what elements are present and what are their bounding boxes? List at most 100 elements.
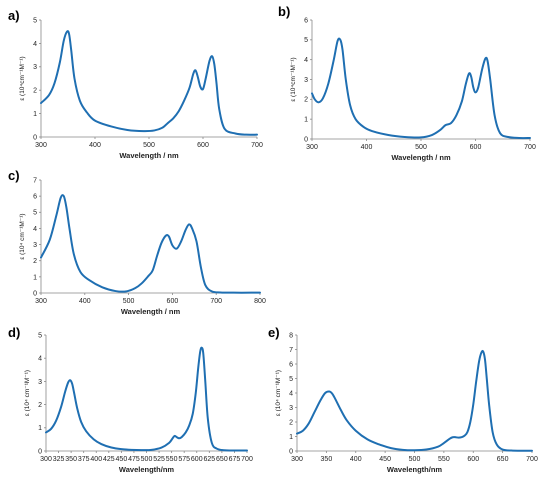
x-tick-label: 600 bbox=[191, 456, 203, 463]
y-tick-label: 4 bbox=[304, 57, 308, 64]
x-axis-title: Wavelength / nm bbox=[119, 151, 179, 160]
y-tick-label: 2 bbox=[33, 88, 37, 95]
y-tick-label: 6 bbox=[33, 194, 37, 201]
x-tick-label: 500 bbox=[141, 456, 153, 463]
panel-label: a) bbox=[8, 8, 20, 23]
x-tick-label: 450 bbox=[116, 456, 128, 463]
y-axis-title: ε (10⁴cm⁻¹M⁻¹) bbox=[19, 56, 26, 100]
absorption-spectrum-line bbox=[296, 349, 533, 452]
panel-label: d) bbox=[8, 325, 20, 340]
x-tick-label: 625 bbox=[203, 456, 215, 463]
x-tick-label: 550 bbox=[438, 456, 450, 463]
y-tick-label: 1 bbox=[33, 111, 37, 118]
y-tick-label: 4 bbox=[33, 226, 37, 233]
y-tick-label: 3 bbox=[304, 77, 308, 84]
x-tick-label: 600 bbox=[167, 298, 179, 305]
x-tick-label: 500 bbox=[143, 142, 155, 149]
x-tick-label: 300 bbox=[35, 298, 47, 305]
x-tick-label: 450 bbox=[379, 456, 391, 463]
x-tick-label: 600 bbox=[470, 144, 482, 151]
y-tick-label: 5 bbox=[289, 376, 293, 383]
x-tick-label: 700 bbox=[210, 298, 222, 305]
x-tick-label: 700 bbox=[526, 456, 538, 463]
x-tick-label: 600 bbox=[467, 456, 479, 463]
y-tick-label: 5 bbox=[33, 17, 37, 24]
y-axis-title: ε (10⁴ cm⁻¹M⁻¹) bbox=[24, 370, 31, 416]
y-tick-label: 2 bbox=[289, 419, 293, 426]
y-tick-label: 1 bbox=[33, 274, 37, 281]
x-tick-label: 500 bbox=[409, 456, 421, 463]
chart-panel-5: e) 0 1 2 3 4 5 6 7 8 300 350 400 450 500 550 600 650 700 Wa… bbox=[268, 325, 538, 474]
y-tick-label: 3 bbox=[289, 405, 293, 412]
chart-panel-4: d) 0 1 2 3 4 5 300 325 350 375 400 425 450 475 500 525 55… bbox=[8, 325, 253, 474]
x-tick-label: 400 bbox=[89, 142, 101, 149]
x-tick-label: 575 bbox=[178, 456, 190, 463]
y-tick-label: 0 bbox=[33, 290, 37, 297]
x-tick-label: 375 bbox=[78, 456, 90, 463]
x-tick-label: 400 bbox=[361, 144, 373, 151]
y-tick-label: 1 bbox=[38, 425, 42, 432]
x-tick-label: 500 bbox=[123, 298, 135, 305]
y-tick-label: 2 bbox=[38, 402, 42, 409]
y-tick-label: 7 bbox=[289, 347, 293, 354]
x-axis-title: Wavelength/nm bbox=[387, 465, 442, 474]
x-tick-label: 300 bbox=[306, 144, 318, 151]
x-tick-label: 700 bbox=[241, 456, 253, 463]
x-tick-label: 700 bbox=[251, 142, 263, 149]
y-tick-label: 1 bbox=[304, 117, 308, 124]
y-tick-label: 2 bbox=[33, 258, 37, 265]
y-tick-label: 3 bbox=[38, 379, 42, 386]
panel-label: c) bbox=[8, 168, 20, 183]
x-tick-label: 400 bbox=[79, 298, 91, 305]
y-tick-label: 7 bbox=[33, 177, 37, 184]
y-tick-label: 0 bbox=[33, 134, 37, 141]
x-tick-label: 525 bbox=[153, 456, 165, 463]
x-axis-title: Wavelength / nm bbox=[121, 307, 181, 316]
x-tick-label: 600 bbox=[197, 142, 209, 149]
y-tick-label: 1 bbox=[289, 434, 293, 441]
y-tick-label: 0 bbox=[304, 136, 308, 143]
y-tick-label: 5 bbox=[38, 332, 42, 339]
x-tick-label: 350 bbox=[321, 456, 333, 463]
panel-label: b) bbox=[278, 4, 290, 19]
x-tick-label: 300 bbox=[40, 456, 52, 463]
x-tick-label: 400 bbox=[350, 456, 362, 463]
y-axis-title: ε (10⁴ cm⁻¹M⁻¹) bbox=[19, 213, 26, 259]
y-tick-label: 6 bbox=[289, 361, 293, 368]
x-tick-label: 350 bbox=[65, 456, 77, 463]
absorption-spectrum-line bbox=[40, 30, 258, 136]
y-tick-label: 4 bbox=[33, 41, 37, 48]
y-tick-label: 6 bbox=[304, 17, 308, 24]
y-tick-label: 4 bbox=[289, 390, 293, 397]
x-tick-label: 550 bbox=[166, 456, 178, 463]
y-tick-label: 5 bbox=[304, 37, 308, 44]
x-tick-label: 800 bbox=[254, 298, 266, 305]
y-tick-label: 0 bbox=[289, 448, 293, 455]
chart-panel-2: b) 0 1 2 3 4 5 6 300 400 500 600 700 Wavelength / nm ε… bbox=[278, 4, 536, 162]
x-tick-label: 325 bbox=[53, 456, 65, 463]
y-tick-label: 5 bbox=[33, 210, 37, 217]
y-axis-title: ε (10⁴cm⁻¹M⁻¹) bbox=[290, 57, 297, 101]
x-tick-label: 650 bbox=[497, 456, 509, 463]
x-tick-label: 300 bbox=[35, 142, 47, 149]
x-tick-label: 475 bbox=[128, 456, 140, 463]
x-tick-label: 650 bbox=[216, 456, 228, 463]
chart-panel-3: c) 0 1 2 3 4 5 6 7 300 400 500 600 700 800 Wavelength /… bbox=[8, 168, 266, 316]
y-tick-label: 8 bbox=[289, 332, 293, 339]
x-tick-label: 425 bbox=[103, 456, 115, 463]
x-tick-label: 300 bbox=[291, 456, 303, 463]
y-tick-label: 4 bbox=[38, 356, 42, 363]
absorption-spectrum-line bbox=[311, 37, 531, 140]
y-tick-label: 3 bbox=[33, 242, 37, 249]
y-tick-label: 0 bbox=[38, 448, 42, 455]
x-axis-title: Wavelength/nm bbox=[119, 465, 174, 474]
y-tick-label: 3 bbox=[33, 64, 37, 71]
absorption-spectrum-line bbox=[45, 346, 248, 452]
y-axis-title: ε (10⁴ cm⁻¹M⁻¹) bbox=[275, 370, 282, 416]
x-tick-label: 700 bbox=[524, 144, 536, 151]
x-tick-label: 400 bbox=[90, 456, 102, 463]
panel-label: e) bbox=[268, 325, 280, 340]
chart-panel-1: a) 0 1 2 3 4 5 300 400 500 600 700 Wavelength / nm ε … bbox=[8, 8, 263, 160]
x-tick-label: 500 bbox=[415, 144, 427, 151]
